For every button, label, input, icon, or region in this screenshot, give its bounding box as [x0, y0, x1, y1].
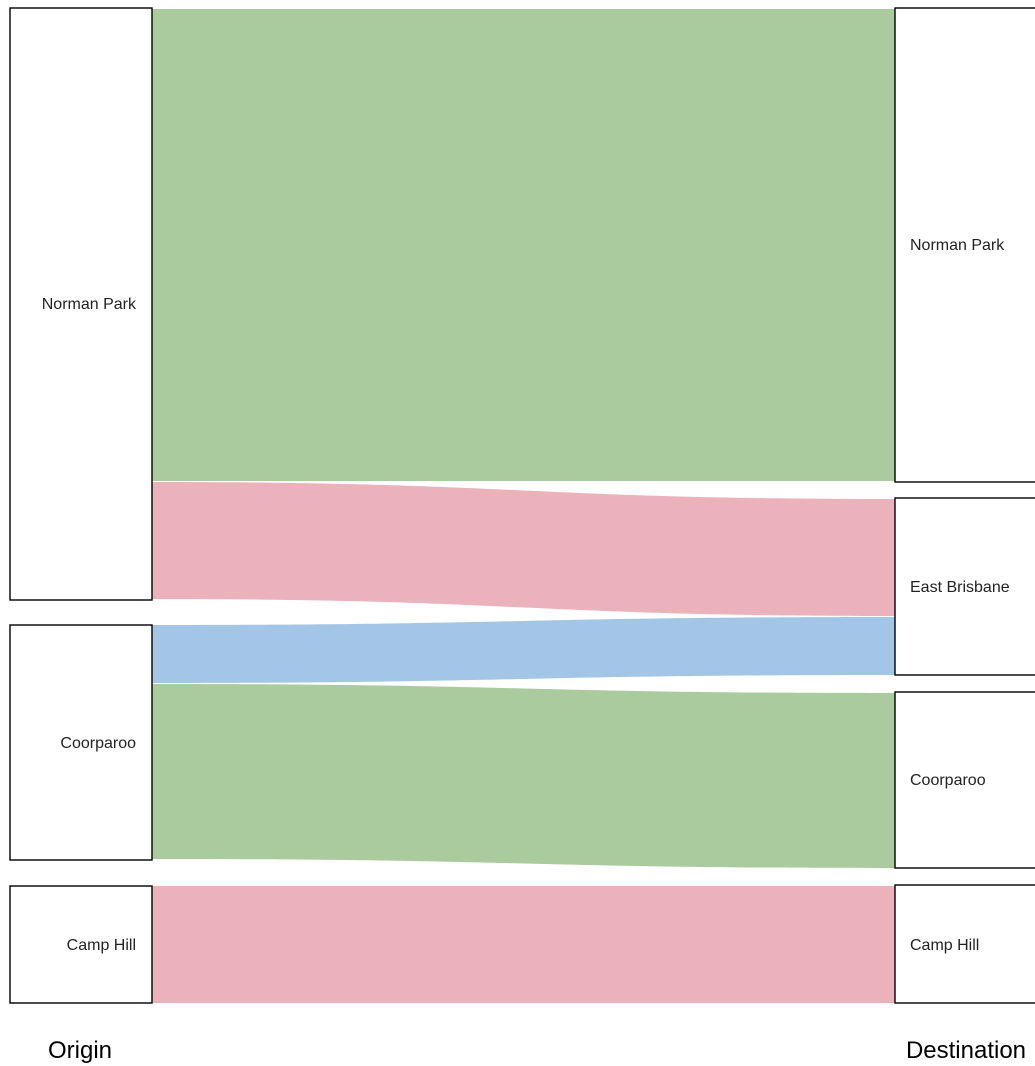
- destination-node-east-brisbane: [894, 497, 1035, 676]
- flow-coorparoo-to-east-brisbane: [152, 617, 895, 683]
- origin-node-coorparoo: [9, 624, 153, 861]
- origin-label-coorparoo: Coorparoo: [60, 735, 136, 752]
- destination-label-norman-park: Norman Park: [910, 237, 1005, 254]
- origin-node-camp-hill: [9, 885, 153, 1004]
- origin-label-camp-hill: Camp Hill: [67, 937, 136, 954]
- destination-node-coorparoo: [894, 691, 1035, 869]
- destination-node-norman-park: [894, 7, 1035, 483]
- destination-nodes: Norman Park East Brisbane Coorparoo Camp…: [894, 7, 1035, 1004]
- flows: [152, 9, 895, 1003]
- destination-axis-label: Destination: [906, 1037, 1026, 1064]
- origin-label-norman-park: Norman Park: [42, 296, 137, 313]
- origin-nodes: Norman Park Coorparoo Camp Hill: [9, 7, 153, 1004]
- origin-node-norman-park: [9, 7, 153, 601]
- flow-camp-hill-to-camp-hill: [152, 886, 895, 1003]
- destination-label-coorparoo: Coorparoo: [910, 772, 986, 789]
- destination-label-east-brisbane: East Brisbane: [910, 579, 1010, 596]
- origin-axis-label: Origin: [48, 1037, 112, 1064]
- flow-coorparoo-to-coorparoo: [152, 684, 895, 868]
- destination-node-camp-hill: [894, 884, 1035, 1004]
- flow-norman-park-to-east-brisbane: [152, 482, 895, 616]
- destination-label-camp-hill: Camp Hill: [910, 937, 979, 954]
- flow-norman-park-to-norman-park: [152, 9, 895, 481]
